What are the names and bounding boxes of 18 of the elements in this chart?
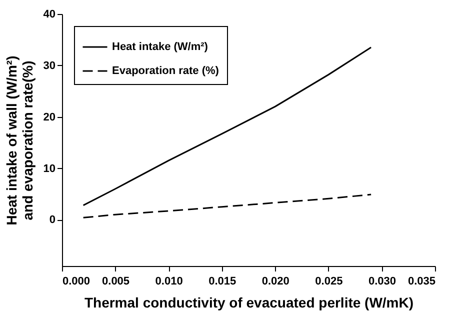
y-tick-label: 20 [43, 111, 56, 124]
x-tick-label: 0.030 [368, 276, 396, 288]
x-tick-label: 0.035 [408, 276, 436, 288]
y-axis-title: Heat intake of wall (W/m²) and evaporation rate(%) [3, 56, 36, 226]
y-tick-label: 40 [43, 8, 56, 20]
y-tick-label: 10 [43, 162, 56, 175]
x-tick-label: 0.000 [62, 276, 90, 288]
x-axis-title: Thermal conductivity of evacuated perlite (W/mK) [84, 294, 414, 310]
legend-label: Evaporation rate (%) [112, 65, 220, 77]
legend-label: Heat intake (W/m²) [112, 41, 208, 53]
x-tick-label: 0.020 [262, 276, 290, 288]
y-tick-label: 0 [49, 214, 56, 226]
line-series [82, 194, 372, 218]
x-tick-label: 0.010 [155, 276, 183, 288]
y-tick-label: 30 [43, 60, 56, 72]
x-tick-label: 0.005 [102, 276, 130, 288]
x-tick-label: 0.025 [315, 276, 343, 288]
x-tick-label: 0.015 [208, 276, 236, 288]
